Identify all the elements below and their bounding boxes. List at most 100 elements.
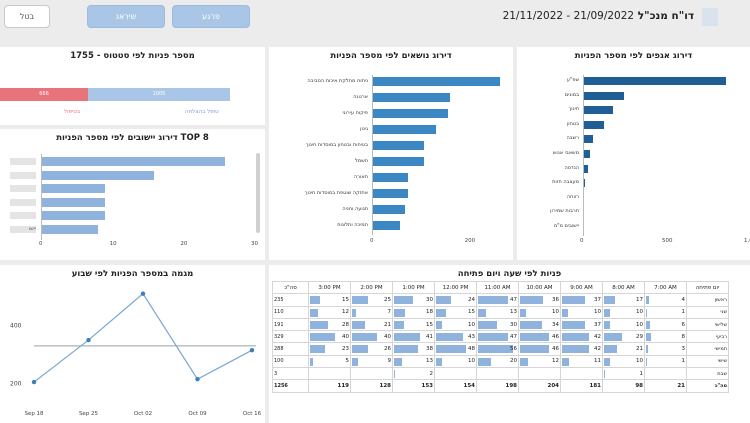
hours-cell [518,367,561,381]
hours-cell: 46 [518,330,561,344]
hours-cell [434,367,477,381]
hours-cell-value: 30 [426,296,433,303]
cancel-button[interactable]: בטל [4,5,50,28]
hours-cell-value: 9 [387,358,392,365]
hours-cell [308,367,351,381]
hours-row: 191 28 21 15 10 30 34 37 10 6 שלישי [272,317,729,332]
y-tick-label: 400 [10,323,22,330]
hours-cell-bar [562,333,589,342]
hours-row-total: 191 [272,317,309,332]
hours-column-header: 3:00 PM [308,280,351,295]
hours-cell: 6 [644,317,687,332]
hours-cell-value: 46 [552,333,559,340]
topic-label: תנועה וחניה [342,206,368,212]
hours-cell-bar [562,345,589,354]
hours-cell-value: 10 [636,358,643,365]
x-tick-label: Oct 02 [134,411,152,417]
x-tick-label: Sep 25 [79,411,99,417]
hours-cell: 42 [560,342,603,356]
hours-cell: 40 [308,330,351,344]
hours-cell: 15 [308,293,351,307]
hours-cell-bar [310,296,320,305]
topic-bar [372,93,451,102]
hours-day-name: שישי [686,354,729,369]
hours-row-total: 100 [272,354,309,369]
hours-cell-value: 43 [468,333,475,340]
hours-cell: 5 [308,354,351,369]
hours-cell-value: 48 [468,346,475,353]
hours-cell: 25 [350,293,393,307]
hours-cell-value: 11 [594,358,601,365]
weekly-point [195,376,200,382]
department-axis [583,75,584,236]
hours-cell-value: 1 [681,358,686,365]
topic-bar [372,205,406,214]
status-panel: מספר פניות לפי סטטוס - 1755 666 1005 בטי… [0,47,265,125]
hours-cell: 21 [644,379,687,393]
hours-cell: 26 [350,342,393,356]
hours-cell: 47 [476,330,519,344]
hours-cell: 37 [560,293,603,307]
x-tick-label: Oct 09 [188,411,207,417]
hours-cell: 37 [560,317,603,332]
topic-tick: 200 [464,238,476,244]
hours-cell: 8 [644,330,687,344]
settlements-panel: TOP 8 דירוג יישובים לפי מספר הפניות יישו… [0,129,265,260]
hours-cell-value: 34 [552,321,559,328]
topic-label: גינון [360,126,368,132]
hours-cell: 1 [644,354,687,369]
hours-cell-bar [310,345,325,354]
hours-cell-value: 204 [547,383,559,390]
hours-panel: פניות לפי שעה ויום פתיחה סה"כ 3:00 PM 2:00… [269,265,750,423]
settlement-bar [41,197,105,207]
hours-cell-value: 28 [342,321,349,328]
hours-cell-bar [520,333,550,342]
hours-cell-value: 5 [345,358,350,365]
hours-cell: 24 [434,293,477,307]
hours-panel-title: פניות לפי שעה ויום פתיחה [457,269,562,279]
topic-bar [372,189,408,198]
topics-panel: דירוג נושאים לפי מספר הפניות ניתוח מחלקת… [269,47,513,260]
hours-cell [560,367,603,381]
weekly-point [140,291,146,296]
hours-cell-value: 128 [379,383,391,390]
scrollbar[interactable] [256,153,260,233]
x-tick-label: Sep 18 [24,411,44,417]
topic-label: פיקוח עירוני [342,110,368,116]
hours-cell-bar [436,333,464,342]
settlement-bar [41,157,225,166]
status-bar-treated: 1005 [88,88,230,101]
hours-cell: 154 [434,379,477,393]
departments-panel-title: דירוג אגפים לפי מספר הפניות [574,51,693,61]
hours-cell-value: 4 [681,296,686,303]
share-button[interactable]: שיראנ [87,5,165,28]
hours-cell-bar [646,357,647,366]
hours-cell-bar [394,296,413,305]
hours-cell-value: 47 [510,296,517,303]
hours-column-header: 1:00 PM [392,280,435,295]
status-bar-in-process: 666 [0,88,88,101]
filter-button[interactable]: פרגע [172,5,250,28]
hours-cell-value: 21 [384,321,391,328]
hours-cell-value: 181 [589,383,601,390]
hours-cell-bar [352,296,368,305]
hours-cell: 153 [392,379,435,393]
hours-column-header: 9:00 AM [560,280,603,295]
hours-cell-value: 37 [594,321,601,328]
hours-cell: 10 [602,305,645,319]
hours-cell: 119 [308,379,351,393]
department-bar [583,135,593,144]
hours-cell-value: 26 [384,346,391,353]
hours-column-header: יום פתיחה [686,280,729,295]
hours-cell-bar [436,345,467,354]
department-label: מעצבה חזות [552,179,579,186]
department-bar [583,120,605,129]
hours-cell-bar [352,320,366,329]
hours-cell-value: 119 [337,383,349,390]
hours-cell-value: 12 [342,309,349,316]
hours-cell-bar [646,308,647,317]
hours-cell-bar [310,333,336,342]
hours-cell-value: 42 [594,346,601,353]
hours-cell-value: 154 [463,383,475,390]
hours-cell: 181 [560,379,603,393]
